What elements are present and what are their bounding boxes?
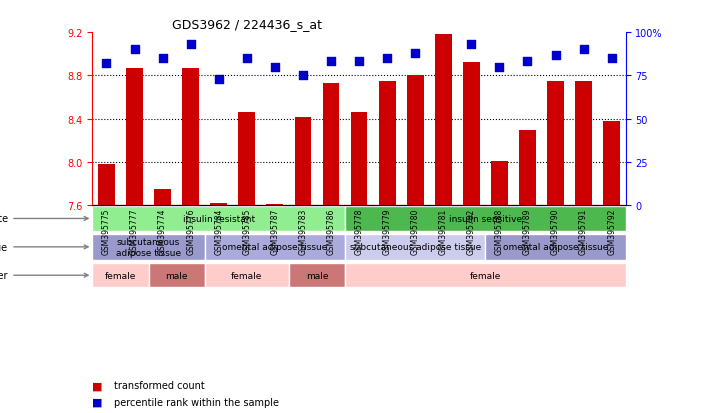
Text: percentile rank within the sample: percentile rank within the sample xyxy=(114,397,279,407)
Text: ■: ■ xyxy=(92,397,103,407)
Text: male: male xyxy=(306,271,328,280)
Bar xyxy=(294,118,311,205)
Text: omental adipose tissue: omental adipose tissue xyxy=(222,243,328,252)
FancyBboxPatch shape xyxy=(289,263,345,288)
Bar xyxy=(463,63,480,205)
FancyBboxPatch shape xyxy=(345,263,626,288)
Text: GDS3962 / 224436_s_at: GDS3962 / 224436_s_at xyxy=(173,17,322,31)
FancyBboxPatch shape xyxy=(205,263,289,288)
Point xyxy=(578,47,589,54)
Bar xyxy=(267,204,283,205)
Point xyxy=(129,47,140,54)
Text: insulin resistant: insulin resistant xyxy=(183,214,255,223)
Text: subcutaneous adipose tissue: subcutaneous adipose tissue xyxy=(350,243,481,252)
Text: tissue: tissue xyxy=(0,242,88,252)
Text: insulin sensitive: insulin sensitive xyxy=(449,214,522,223)
Point xyxy=(550,52,561,59)
Bar xyxy=(126,69,143,205)
Point xyxy=(522,59,533,66)
Bar xyxy=(238,113,255,205)
Bar xyxy=(182,69,199,205)
FancyBboxPatch shape xyxy=(205,234,345,261)
Bar xyxy=(407,76,424,205)
Bar xyxy=(603,121,620,205)
Point xyxy=(213,76,225,83)
Bar xyxy=(98,164,115,205)
Text: female: female xyxy=(231,271,262,280)
Text: female: female xyxy=(105,271,137,280)
Point xyxy=(410,50,421,57)
Point xyxy=(185,42,196,48)
Point xyxy=(269,64,281,71)
Point xyxy=(353,59,365,66)
FancyBboxPatch shape xyxy=(92,207,345,231)
Text: ■: ■ xyxy=(92,380,103,390)
Text: disease state: disease state xyxy=(0,214,88,224)
FancyBboxPatch shape xyxy=(345,234,486,261)
Text: gender: gender xyxy=(0,271,88,280)
Bar xyxy=(351,113,368,205)
Bar xyxy=(547,81,564,205)
FancyBboxPatch shape xyxy=(486,234,626,261)
Bar xyxy=(491,161,508,205)
Bar xyxy=(154,189,171,205)
FancyBboxPatch shape xyxy=(92,263,149,288)
Bar xyxy=(323,84,339,205)
Point xyxy=(466,42,477,48)
Point xyxy=(606,56,617,62)
Bar xyxy=(210,203,227,205)
Point xyxy=(381,56,392,62)
FancyBboxPatch shape xyxy=(149,263,205,288)
Bar xyxy=(379,81,395,205)
Text: female: female xyxy=(470,271,501,280)
Bar xyxy=(575,81,592,205)
Bar xyxy=(435,35,451,205)
Text: subcutaneous
adipose tissue: subcutaneous adipose tissue xyxy=(116,237,181,257)
Point xyxy=(297,73,309,79)
Point xyxy=(437,47,449,54)
Point xyxy=(157,56,169,62)
Text: omental adipose tissue: omental adipose tissue xyxy=(503,243,608,252)
FancyBboxPatch shape xyxy=(345,207,626,231)
Text: transformed count: transformed count xyxy=(114,380,205,390)
Point xyxy=(493,64,505,71)
Point xyxy=(241,56,252,62)
Point xyxy=(326,59,337,66)
Point xyxy=(101,61,112,67)
Bar xyxy=(519,131,536,205)
FancyBboxPatch shape xyxy=(92,234,205,261)
Text: male: male xyxy=(166,271,188,280)
